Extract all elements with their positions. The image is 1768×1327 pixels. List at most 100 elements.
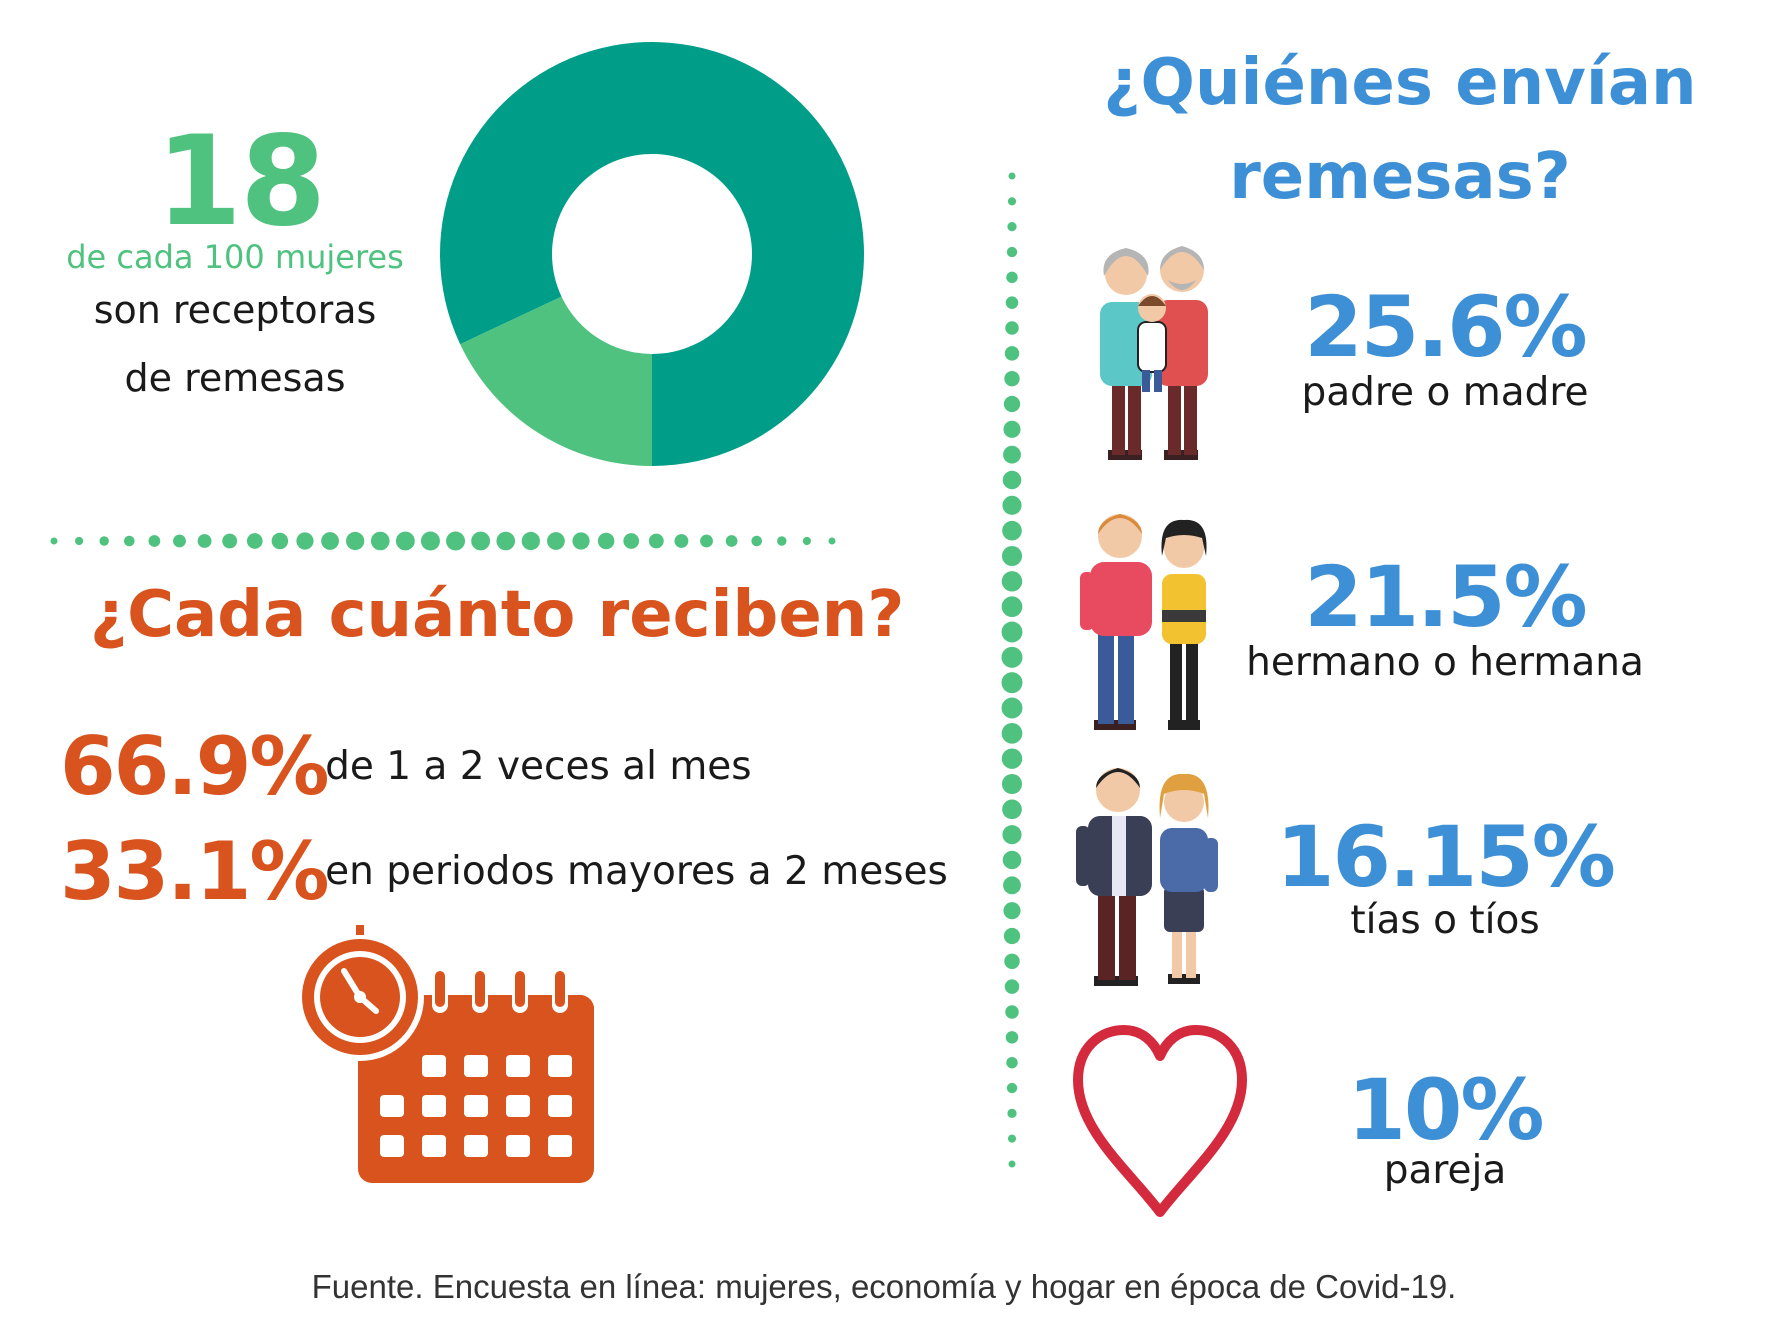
senders-title-line2: remesas?	[1229, 140, 1571, 214]
sender-label: tías o tíos	[1350, 898, 1540, 943]
frequency-row: 66.9% de 1 a 2 veces al mes	[60, 720, 990, 813]
divider-dot	[50, 537, 58, 545]
divider-dot	[496, 531, 516, 551]
divider-dot	[222, 533, 238, 549]
divider-dot	[1001, 672, 1023, 694]
divider-dot	[1002, 850, 1022, 870]
frequency-label: en periodos mayores a 2 meses	[325, 849, 948, 894]
divider-dot	[1005, 1005, 1019, 1019]
frequency-percent: 33.1%	[60, 825, 330, 918]
horizontal-dotted-divider	[50, 531, 836, 551]
sender-percent: 10%	[1347, 1061, 1544, 1159]
divider-dot	[1003, 420, 1021, 438]
divider-dot	[1005, 1031, 1019, 1044]
donut-subtitle: de cada 100 mujeres	[66, 238, 404, 276]
sender-percent: 21.5%	[1304, 548, 1587, 646]
divider-dot	[296, 532, 314, 550]
divider-dot	[123, 535, 135, 547]
divider-dot	[1006, 271, 1018, 284]
divider-dot	[1005, 296, 1019, 309]
divider-dot	[674, 534, 689, 548]
sender-label: pareja	[1383, 1148, 1507, 1193]
divider-dot	[1003, 902, 1021, 920]
divider-dot	[246, 533, 263, 549]
couple-icon	[1076, 768, 1218, 986]
divider-dot	[395, 531, 415, 551]
divider-dot	[1003, 445, 1021, 464]
divider-dot	[321, 532, 339, 550]
sender-percent: 25.6%	[1304, 278, 1587, 376]
divider-dot	[1002, 470, 1022, 490]
divider-dot	[547, 532, 565, 550]
clock-calendar-icon	[300, 925, 594, 1183]
divider-dot	[1008, 172, 1016, 180]
divider-dot	[751, 535, 763, 547]
divider-dot	[777, 536, 787, 546]
divider-dot	[1003, 876, 1021, 895]
divider-dot	[1003, 395, 1021, 413]
divider-dot	[1002, 520, 1022, 541]
divider-dot	[572, 532, 590, 550]
divider-dot	[1004, 370, 1020, 387]
donut-chart	[440, 42, 864, 466]
sender-label: hermano o hermana	[1246, 640, 1644, 685]
divider-dot	[1001, 697, 1023, 719]
divider-dot	[700, 534, 713, 548]
sender-percent: 16.15%	[1276, 808, 1616, 906]
sender-label: padre o madre	[1301, 370, 1589, 415]
divider-dot	[173, 534, 186, 548]
divider-dot	[99, 536, 109, 546]
divider-dot	[346, 531, 365, 551]
divider-dot	[197, 534, 212, 548]
divider-dot	[1001, 545, 1023, 567]
divider-dot	[471, 531, 491, 551]
divider-dot	[597, 532, 615, 550]
donut-segment-main	[440, 42, 864, 466]
divider-dot	[1003, 927, 1021, 945]
divider-dot	[725, 535, 738, 547]
grandparents-icon	[1100, 246, 1208, 460]
divider-dot	[1005, 321, 1019, 335]
divider-dot	[1006, 1082, 1018, 1094]
divider-dot	[1004, 979, 1020, 994]
divider-dot	[1002, 495, 1022, 515]
big-number: 18	[155, 110, 327, 254]
divider-dot	[1001, 773, 1023, 795]
senders-title-line1: ¿Quiénes envían	[1103, 46, 1697, 120]
divider-dot	[1002, 799, 1022, 820]
divider-dot	[623, 533, 640, 549]
divider-dot	[1007, 1108, 1017, 1118]
divider-dot	[1007, 197, 1017, 206]
divider-dot	[521, 531, 540, 551]
divider-dot	[1001, 748, 1023, 769]
divider-dot	[1006, 1056, 1018, 1069]
divider-dot	[1006, 246, 1018, 258]
divider-dot	[1004, 953, 1020, 970]
donut-segment-receptoras	[460, 296, 652, 466]
frequency-title: ¿Cada cuánto reciben?	[90, 578, 905, 652]
divider-dot	[271, 532, 289, 550]
frequency-label: de 1 a 2 veces al mes	[325, 744, 752, 789]
divider-dot	[1007, 222, 1017, 232]
divider-dot	[1002, 825, 1022, 845]
divider-dot	[1001, 571, 1023, 592]
frequency-row: 33.1% en periodos mayores a 2 meses	[60, 825, 990, 918]
divider-dot	[1001, 596, 1023, 618]
source-note: Fuente. Encuesta en línea: mujeres, econ…	[311, 1268, 1457, 1305]
divider-dot	[1001, 621, 1023, 643]
divider-dot	[1001, 722, 1023, 744]
divider-dot	[802, 536, 812, 546]
divider-dot	[446, 531, 466, 551]
heart-icon	[1073, 1025, 1247, 1217]
siblings-icon	[1080, 514, 1207, 730]
divider-dot	[420, 531, 440, 551]
divider-dot	[828, 537, 836, 545]
frequency-percent: 66.9%	[60, 720, 330, 813]
divider-dot	[370, 531, 390, 551]
divider-dot	[1007, 1134, 1017, 1143]
divider-dot	[1004, 346, 1020, 361]
divider-dot	[1008, 1160, 1016, 1168]
donut-caption-line1: son receptoras	[93, 288, 377, 332]
divider-dot	[1001, 646, 1023, 668]
divider-dot	[74, 536, 84, 546]
